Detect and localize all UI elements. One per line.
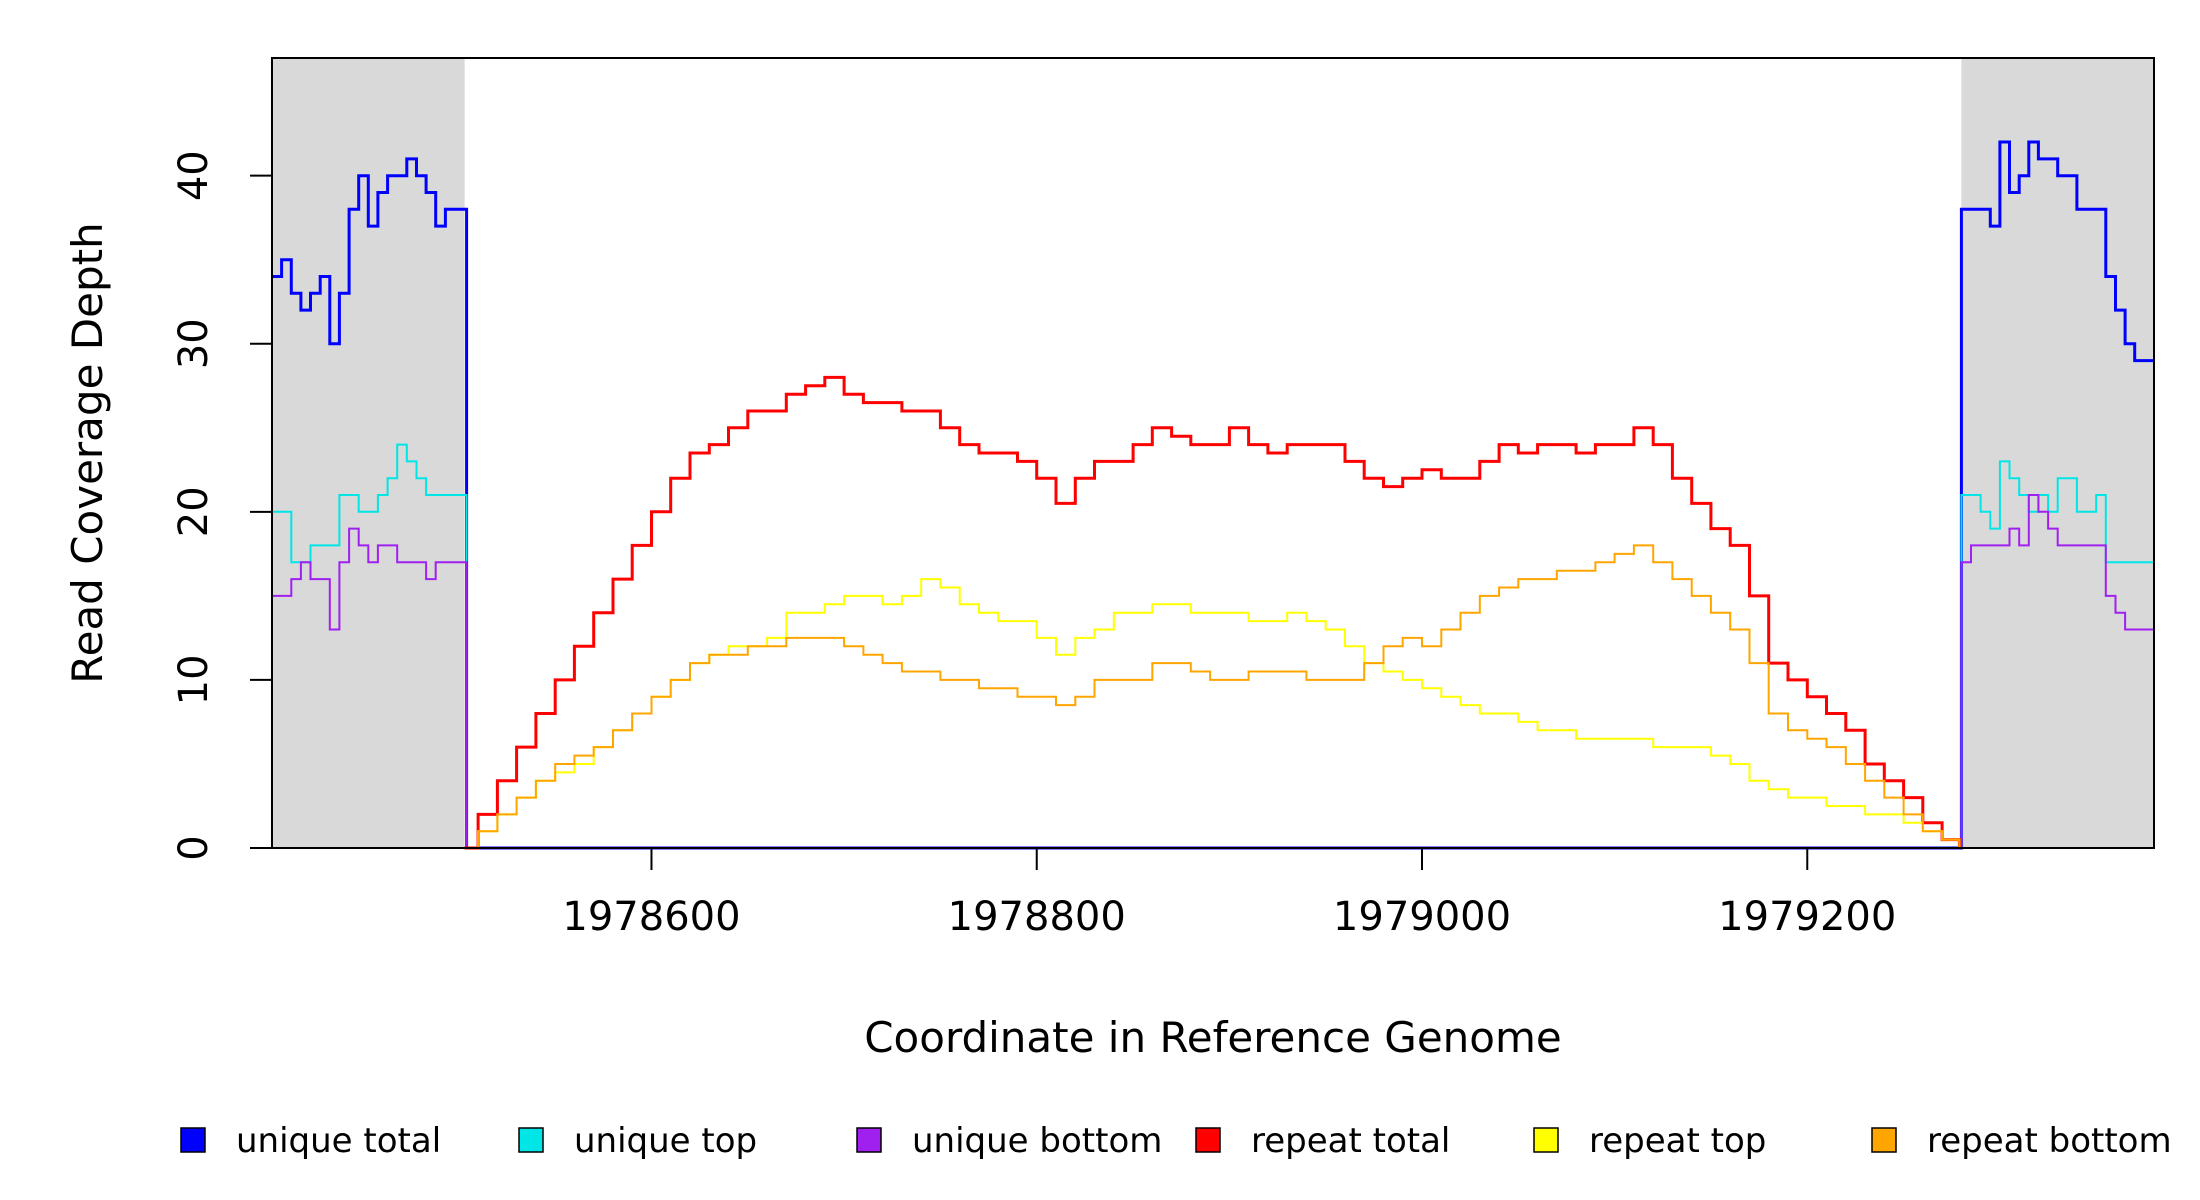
- x-tick-label-1: 1978600: [562, 894, 740, 940]
- legend-swatch-4: [1195, 1127, 1221, 1153]
- legend-swatch-2: [518, 1127, 544, 1153]
- shaded-region-2: [1961, 58, 2154, 848]
- y-tick-label-3: 20: [171, 486, 217, 537]
- series-line-6: [464, 544, 1961, 849]
- legend-label-1: unique total: [236, 1121, 441, 1161]
- legend-swatch-3: [856, 1127, 882, 1153]
- y-tick-label-1: 0: [171, 835, 217, 860]
- legend-swatch-5: [1533, 1127, 1559, 1153]
- legend: unique total unique top unique bottom repea…: [180, 1121, 2172, 1161]
- y-tick-label-4: 30: [171, 318, 217, 369]
- legend-label-5: repeat top: [1589, 1121, 1766, 1161]
- y-axis-title: Read Coverage Depth: [63, 222, 112, 683]
- legend-label-2: unique top: [574, 1121, 757, 1161]
- axes: 1978600 1978800 1979000 1979200 0 10 20 30 40: [171, 150, 1896, 940]
- series-line-4: [464, 375, 1961, 850]
- legend-label-6: repeat bottom: [1927, 1121, 2172, 1161]
- x-axis-title: Coordinate in Reference Genome: [864, 1013, 1562, 1062]
- x-tick-label-4: 1979200: [1718, 894, 1896, 940]
- legend-label-3: unique bottom: [912, 1121, 1162, 1161]
- series-line-1: [272, 140, 2154, 850]
- plot-frame: [271, 57, 2155, 849]
- shaded-regions: [272, 58, 2154, 848]
- x-tick-label-2: 1978800: [948, 894, 1126, 940]
- series-lines: [272, 140, 2154, 850]
- legend-label-4: repeat total: [1251, 1121, 1450, 1161]
- legend-swatch-6: [1871, 1127, 1897, 1153]
- series-line-3: [272, 494, 2154, 849]
- x-tick-label-3: 1979000: [1333, 894, 1511, 940]
- legend-swatch-1: [180, 1127, 206, 1153]
- y-tick-label-2: 10: [171, 654, 217, 705]
- series-line-2: [272, 443, 2154, 849]
- series-line-5: [464, 578, 1961, 849]
- y-tick-label-5: 40: [171, 150, 217, 201]
